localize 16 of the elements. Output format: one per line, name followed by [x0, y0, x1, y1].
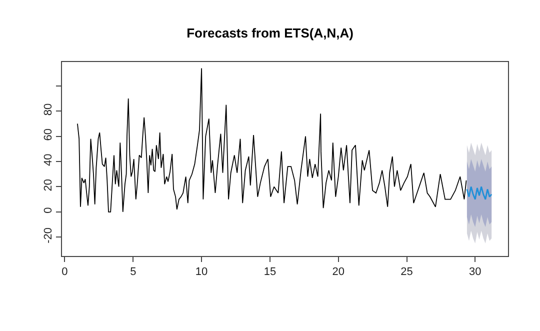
line-series	[77, 68, 467, 212]
x-tick-label: 30	[469, 266, 482, 278]
y-tick-label: 0	[42, 207, 55, 214]
y-tick-label: 60	[42, 128, 55, 141]
x-tick-label: 10	[195, 266, 208, 278]
y-tick-label: 20	[42, 178, 55, 192]
line-series	[466, 186, 492, 200]
x-tick-label: 25	[400, 266, 413, 278]
x-tick-label: 0	[62, 266, 68, 278]
chart-title: Forecasts from ETS(A,N,A)	[186, 26, 354, 41]
y-tick-label: 40	[42, 154, 55, 166]
x-tick-label: 5	[130, 266, 136, 278]
x-tick-label: 20	[332, 266, 344, 278]
y-tick-label: -20	[42, 227, 55, 244]
y-tick-label: 80	[42, 103, 55, 116]
x-tick-label: 15	[264, 266, 276, 278]
